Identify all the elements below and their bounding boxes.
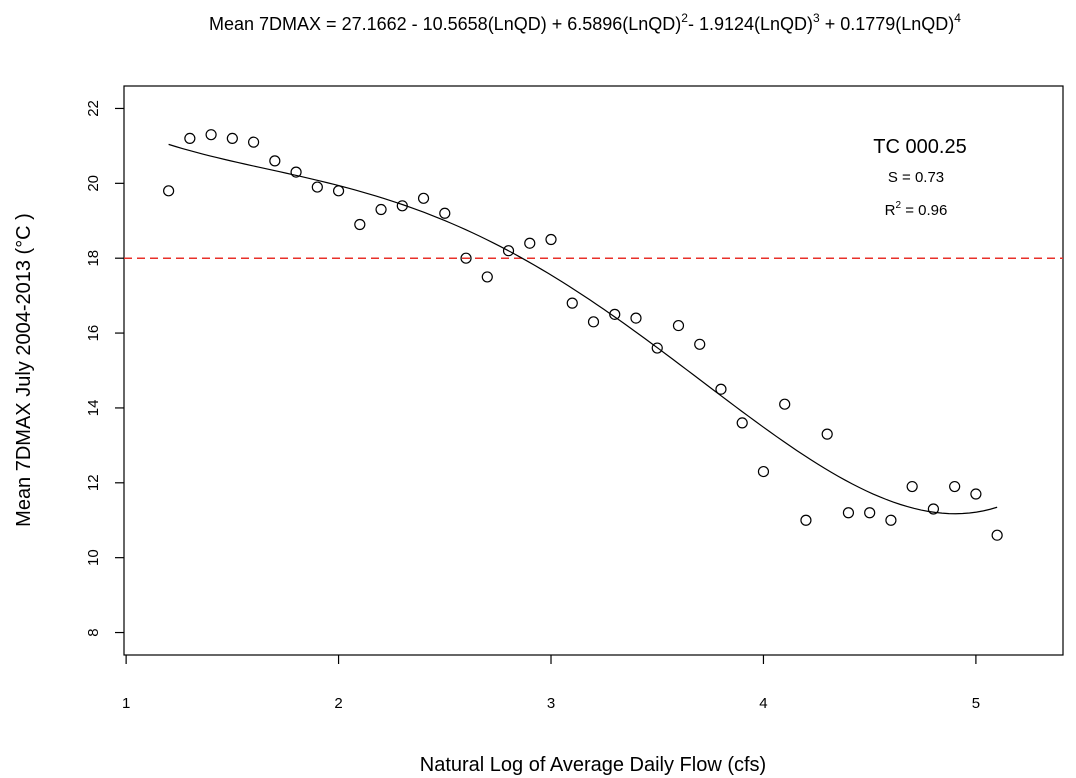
data-point (524, 237, 536, 249)
data-point (163, 185, 175, 197)
data-point (290, 166, 302, 178)
data-point (970, 488, 982, 500)
data-point (247, 136, 260, 148)
data-point (311, 181, 323, 193)
data-point (439, 207, 451, 219)
r2-prefix: R (885, 202, 896, 219)
y-tick-label: 20 (85, 175, 102, 192)
data-point (864, 507, 876, 519)
x-tick-label: 1 (122, 695, 130, 712)
data-point (545, 233, 557, 246)
data-point (205, 129, 217, 141)
r2-label: R2 = 0.96 (885, 200, 948, 219)
title-term-2: - 1.9124(LnQD) (688, 14, 813, 34)
data-point (269, 155, 281, 167)
title-sup-4: 4 (954, 11, 961, 25)
title-sup-2: 2 (681, 11, 688, 25)
data-point (332, 185, 345, 197)
y-tick-label: 12 (85, 474, 102, 491)
data-point (885, 514, 897, 526)
x-tick-label: 3 (547, 695, 555, 712)
data-point (609, 308, 621, 320)
data-point (694, 338, 706, 350)
data-point (396, 200, 408, 212)
data-point (184, 132, 196, 145)
data-point (779, 398, 791, 410)
data-point (736, 417, 748, 429)
data-point (821, 428, 833, 440)
data-point (460, 252, 472, 264)
data-point (991, 529, 1003, 541)
y-axis: 8 10 12 14 16 18 20 22 (85, 100, 124, 637)
data-point (949, 480, 961, 493)
data-point (587, 316, 600, 328)
x-tick-label: 4 (759, 695, 767, 712)
data-point (226, 132, 238, 145)
y-tick-label: 8 (85, 628, 102, 636)
title-lhs: Mean 7DMAX = (209, 14, 342, 34)
title-term-3: + 0.1779(LnQD) (820, 14, 955, 34)
chart-title: Mean 7DMAX = 27.1662 - 10.5658(LnQD) + 6… (209, 11, 961, 34)
data-point (842, 507, 855, 519)
y-tick-label: 18 (85, 250, 102, 267)
r2-suffix: = 0.96 (901, 202, 947, 219)
title-sup-3: 3 (813, 11, 820, 25)
data-point (800, 514, 812, 526)
data-point (375, 203, 387, 216)
x-axis-label: Natural Log of Average Daily Flow (cfs) (420, 754, 766, 776)
data-point (502, 245, 515, 257)
site-label: TC 000.25 (873, 136, 966, 158)
y-axis-label: Mean 7DMAX July 2004-2013 (°C ) (13, 213, 35, 527)
data-point (651, 342, 663, 354)
y-tick-label: 14 (85, 400, 102, 417)
r2-sup: 2 (895, 200, 901, 211)
data-point (672, 319, 685, 332)
s-label: S = 0.73 (888, 169, 944, 186)
y-tick-label: 10 (85, 549, 102, 566)
x-tick-label: 5 (972, 695, 980, 712)
data-point (566, 297, 578, 309)
data-point (906, 480, 918, 493)
data-point (630, 312, 642, 324)
y-tick-label: 16 (85, 325, 102, 342)
plot-frame (123, 85, 1064, 656)
data-point (757, 465, 770, 478)
x-axis: 1 2 3 4 5 (122, 655, 980, 712)
data-points (163, 129, 1003, 541)
data-point (927, 503, 940, 515)
x-tick-label: 2 (334, 695, 342, 712)
data-point (481, 271, 493, 283)
title-term-1: 27.1662 - 10.5658(LnQD) + 6.5896(LnQD) (342, 14, 682, 34)
data-point (354, 218, 366, 231)
y-tick-label: 22 (85, 100, 102, 117)
data-point (715, 383, 727, 395)
fit-curve (168, 143, 998, 515)
data-point (417, 192, 430, 204)
